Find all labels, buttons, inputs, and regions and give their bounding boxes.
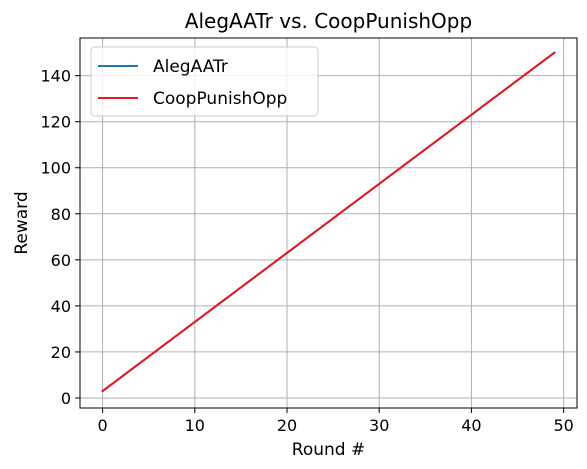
y-tick-label: 40 xyxy=(51,297,71,316)
y-tick-label: 100 xyxy=(40,159,71,178)
x-tick-label: 40 xyxy=(461,416,481,435)
y-tick-label: 20 xyxy=(51,343,71,362)
y-tick-label: 120 xyxy=(40,113,71,132)
chart-title: AlegAATr vs. CoopPunishOpp xyxy=(185,9,472,33)
legend-label-alegaatr: AlegAATr xyxy=(153,57,228,77)
x-tick-label: 0 xyxy=(97,416,107,435)
x-tick-label: 10 xyxy=(185,416,205,435)
y-tick-label: 80 xyxy=(51,205,71,224)
x-tick-label: 50 xyxy=(553,416,573,435)
plot-frame xyxy=(79,37,578,409)
y-axis-title: Reward xyxy=(12,191,32,254)
legend: AlegAATr CoopPunishOpp xyxy=(90,46,319,117)
legend-label-cooppunishopp: CoopPunishOpp xyxy=(153,89,287,109)
y-tick-label: 60 xyxy=(51,251,71,270)
x-axis-ticks: 0 10 20 30 40 50 xyxy=(97,408,574,435)
y-tick-label: 0 xyxy=(61,389,71,408)
x-tick-label: 30 xyxy=(369,416,389,435)
series-layer xyxy=(101,51,556,393)
x-tick-label: 20 xyxy=(277,416,297,435)
y-tick-label: 140 xyxy=(40,67,71,86)
series-line-cooppunishopp xyxy=(101,51,556,393)
y-axis-ticks: 0 20 40 60 80 100 120 140 xyxy=(40,67,80,408)
x-axis-title: Round # xyxy=(292,440,365,460)
legend-box xyxy=(90,46,319,117)
